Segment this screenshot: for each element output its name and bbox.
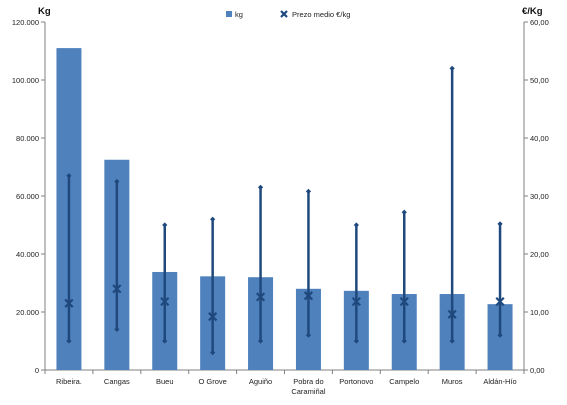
price-min-marker xyxy=(210,350,216,356)
bars xyxy=(56,48,513,370)
y2-tick-label: 10,00 xyxy=(530,308,549,317)
x-tick-label: Muros xyxy=(442,377,463,386)
y2-tick-label: 50,00 xyxy=(530,76,549,85)
x-tick-label: Aguiño xyxy=(249,377,272,386)
legend-price-x xyxy=(280,10,288,18)
price-mean-marker xyxy=(303,291,314,301)
legend-kg-swatch xyxy=(226,11,232,17)
price-min-marker xyxy=(497,332,503,338)
y2-tick-label: 0,00 xyxy=(530,366,545,375)
price-mean-marker xyxy=(447,309,457,319)
price-max-marker xyxy=(449,65,455,71)
price-mean-marker xyxy=(495,296,505,307)
x-tick-label: Ribeira. xyxy=(56,377,82,386)
legend-kg-label: kg xyxy=(235,10,243,19)
x-tick-label: Aldán-Hío xyxy=(483,377,516,386)
y-axis-title: Kg xyxy=(38,6,51,17)
y-tick-label: 80.000 xyxy=(16,134,39,143)
price-max-marker xyxy=(257,184,264,190)
price-max-marker xyxy=(401,209,407,215)
x-tick-label: Portonovo xyxy=(339,377,373,386)
x-tick-label-line: Caramiñal xyxy=(291,387,326,396)
legend: kg Prezo medio €/kg xyxy=(226,10,350,19)
y-tick-label: 20.000 xyxy=(16,308,39,317)
y-tick-label: 40.000 xyxy=(16,250,39,259)
price-min-marker xyxy=(449,338,455,344)
price-min-marker xyxy=(257,338,264,344)
price-mean-marker xyxy=(399,296,409,307)
price-mean-marker xyxy=(255,292,266,302)
legend-price-label: Prezo medio €/kg xyxy=(292,10,350,19)
price-min-marker xyxy=(353,338,359,344)
x-tick-label-line: Pobra do xyxy=(293,377,323,386)
price-max-marker xyxy=(305,188,312,194)
price-max-marker xyxy=(66,173,72,179)
price-mean-marker xyxy=(112,284,122,294)
price-max-marker xyxy=(114,178,120,185)
y2-axis-ticks: 0,00 10,00 20,00 30,00 40,00 50,00 60,00 xyxy=(524,18,549,375)
price-mean-marker xyxy=(64,298,74,308)
price-min-marker xyxy=(66,338,72,344)
price-min-marker xyxy=(305,332,312,338)
y-tick-label: 100.000 xyxy=(12,76,39,85)
x-tick-label: Pobra do Caramiñal xyxy=(291,377,326,396)
y-axis-ticks: 0 20.000 40.000 60.000 80.000 100.000 120.000 xyxy=(12,18,45,375)
legend-price-marker xyxy=(280,10,288,18)
x-tick-label: Bueu xyxy=(156,377,174,386)
x-tick-label: O Grove xyxy=(198,377,226,386)
price-mean-marker xyxy=(351,296,361,307)
price-min-marker xyxy=(162,338,168,344)
y2-tick-label: 40,00 xyxy=(530,134,549,143)
price-max-marker xyxy=(497,221,503,227)
price-min-marker xyxy=(401,338,407,344)
y-tick-label: 120.000 xyxy=(12,18,39,27)
y2-tick-label: 30,00 xyxy=(530,192,549,201)
x-axis-labels: Ribeira. Cangas Bueu O Grove Aguiño Pobra do C… xyxy=(56,377,517,396)
price-mean-marker xyxy=(160,296,170,307)
price-max-marker xyxy=(162,222,168,228)
price-max-marker xyxy=(210,216,216,222)
price-ranges xyxy=(64,65,505,356)
y2-axis-title: €/Kg xyxy=(522,6,543,17)
price-min-marker xyxy=(114,326,120,332)
y-tick-label: 0 xyxy=(35,366,39,375)
x-tick-label: Campelo xyxy=(389,377,419,386)
y2-tick-label: 60,00 xyxy=(530,18,549,27)
price-max-marker xyxy=(353,222,359,228)
price-mean-marker xyxy=(208,312,218,322)
x-tick-label: Cangas xyxy=(104,377,130,386)
y2-tick-label: 20,00 xyxy=(530,250,549,259)
y-tick-label: 60.000 xyxy=(16,192,39,201)
